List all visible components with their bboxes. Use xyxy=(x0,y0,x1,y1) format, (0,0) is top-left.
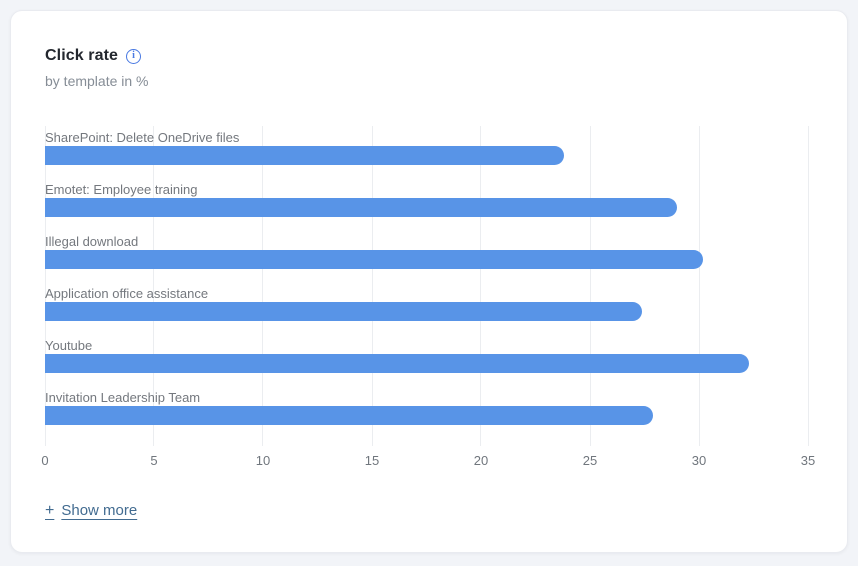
bar-label: Youtube xyxy=(45,338,93,353)
gridline xyxy=(262,126,264,446)
x-tick-label: 0 xyxy=(41,453,49,468)
gridline xyxy=(44,126,46,446)
bar xyxy=(45,354,750,373)
x-tick-label: 30 xyxy=(691,453,707,468)
gridline xyxy=(807,126,809,446)
gridline xyxy=(371,126,373,446)
x-tick-label: 15 xyxy=(364,453,380,468)
plus-icon: + xyxy=(45,501,55,519)
info-icon[interactable]: i xyxy=(126,48,142,64)
show-more-label: Show more xyxy=(61,502,138,519)
bar-label: Emotet: Employee training xyxy=(45,182,198,197)
gridline xyxy=(480,126,482,446)
bar-chart: SharePoint: Delete OneDrive files Emotet:… xyxy=(44,126,809,446)
gridline xyxy=(153,126,155,446)
bar xyxy=(45,198,678,217)
bar-label: SharePoint: Delete OneDrive files xyxy=(45,130,240,145)
gridline xyxy=(589,126,591,446)
x-tick-label: 20 xyxy=(473,453,489,468)
bar xyxy=(45,406,654,425)
page-title: Click rate xyxy=(45,47,119,64)
click-rate-card: Click rate i by template in % SharePoint… xyxy=(10,10,848,553)
card-subtitle: by template in % xyxy=(45,73,149,89)
x-tick-label: 35 xyxy=(800,453,816,468)
card-header: Click rate i xyxy=(45,47,142,65)
bar xyxy=(45,302,643,321)
bar xyxy=(45,146,564,165)
bar-label: Invitation Leadership Team xyxy=(45,390,201,405)
x-axis: 0 5 10 15 20 25 30 35 xyxy=(41,451,815,469)
x-tick-label: 10 xyxy=(255,453,271,468)
x-tick-label: 5 xyxy=(150,453,158,468)
bar-label: Application office assistance xyxy=(45,286,209,301)
x-tick-label: 25 xyxy=(582,453,598,468)
bar-label: Illegal download xyxy=(45,234,139,249)
bar xyxy=(45,250,704,269)
show-more-button[interactable]: + Show more xyxy=(45,502,137,519)
gridline xyxy=(698,126,700,446)
